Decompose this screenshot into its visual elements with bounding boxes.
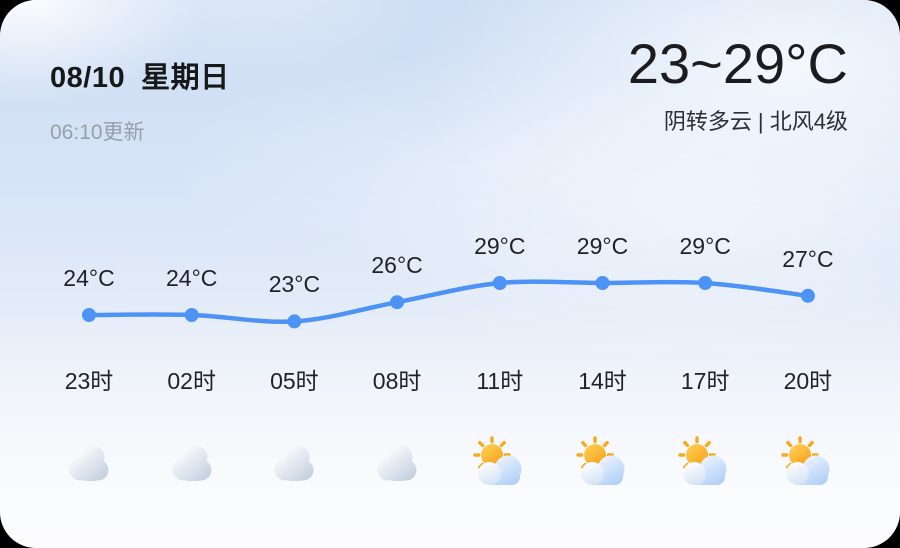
hour-label: 08时	[372, 368, 422, 394]
cloudy-icon	[274, 445, 314, 481]
weather-icon	[373, 442, 421, 482]
update-time: 06:10更新	[50, 121, 145, 144]
data-point	[390, 295, 405, 310]
forecast-column: 26°C 08时	[346, 0, 448, 548]
temp-label: 26°C	[371, 252, 423, 279]
temp-label: 27°C	[782, 245, 834, 272]
header-right: 23~29°C 阴转多云 | 北风4级	[628, 32, 848, 136]
data-point	[82, 308, 96, 322]
temp-label: 24°C	[63, 265, 115, 291]
cloudy-icon	[171, 445, 212, 481]
partly-sunny-icon	[678, 436, 727, 485]
hour-label: 02时	[167, 368, 216, 394]
weather-icon	[575, 436, 631, 488]
forecast-column: 24°C 02时	[141, 0, 243, 548]
data-point	[184, 308, 199, 322]
forecast-column: 29°C 11时	[449, 0, 551, 548]
hour-label: 20时	[783, 368, 833, 394]
hour-label: 11时	[476, 368, 524, 394]
temp-range: 23~29°C	[627, 32, 848, 95]
partly-sunny-icon	[575, 436, 624, 485]
cloudy-icon	[377, 445, 417, 481]
cloudy-icon	[69, 445, 109, 481]
partly-sunny-icon	[473, 436, 522, 485]
partly-sunny-icon	[781, 436, 830, 485]
header-left: 08/10 星期日 06:10更新	[50, 54, 230, 146]
hour-label: 23时	[64, 368, 114, 394]
data-point	[698, 276, 713, 290]
temperature-line	[86, 279, 811, 324]
weather-icon	[472, 436, 528, 488]
weather-icon	[677, 436, 733, 488]
hour-label: 05时	[270, 368, 319, 394]
weather-icon	[168, 442, 216, 482]
forecast-column: 29°C 14时	[552, 0, 654, 548]
temp-label: 29°C	[576, 233, 629, 259]
weather-icon	[780, 436, 836, 488]
hour-label: 17时	[680, 368, 730, 394]
forecast-column: 23°C 05时	[243, 0, 345, 548]
forecast-column: 24°C 23时	[38, 0, 140, 548]
weather-icon	[65, 442, 113, 482]
hour-label: 14时	[578, 368, 627, 394]
forecast-column: 27°C 20时	[757, 0, 859, 548]
data-point	[595, 276, 610, 290]
weather-condition: 阴转多云 | 北风4级	[663, 109, 848, 134]
weather-icon	[270, 442, 318, 482]
data-point	[492, 276, 507, 290]
date: 08/10	[50, 62, 126, 94]
weekday: 星期日	[141, 62, 230, 94]
temp-label: 29°C	[679, 233, 731, 259]
date-row: 08/10 星期日	[50, 54, 230, 96]
data-point	[287, 314, 302, 329]
temp-label: 29°C	[474, 233, 526, 259]
temp-label: 23°C	[268, 271, 321, 298]
forecast-column: 29°C 17时	[654, 0, 756, 548]
data-point	[800, 288, 815, 303]
temp-label: 24°C	[165, 265, 218, 291]
